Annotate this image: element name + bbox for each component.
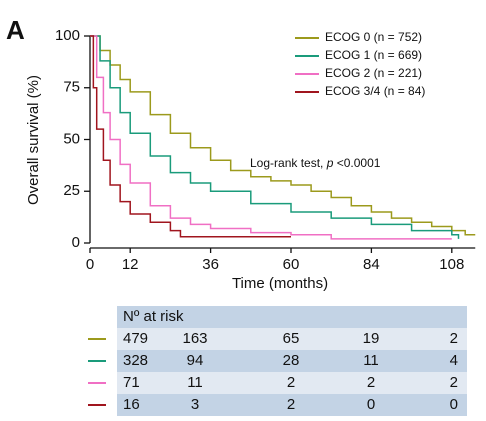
legend-label: ECOG 0 (n = 752) [325, 30, 422, 44]
x-tick-label: 108 [439, 256, 464, 273]
y-tick-label: 100 [55, 27, 80, 44]
table-cell: 94 [187, 352, 204, 369]
x-tick-label: 84 [363, 256, 380, 273]
table-cell: 163 [182, 330, 207, 347]
y-tick-label: 75 [63, 79, 80, 96]
survival-curve [90, 35, 452, 240]
table-row-bg [117, 394, 467, 416]
y-tick-label: 25 [63, 182, 80, 199]
x-axis-label: Time (months) [232, 275, 328, 292]
annotation-text: <0.0001 [333, 156, 380, 170]
table-cell: 19 [363, 330, 380, 347]
table-cell: 2 [367, 374, 375, 391]
table-row-bg [117, 372, 467, 394]
table-row-bg [117, 350, 467, 372]
legend-label: ECOG 1 (n = 669) [325, 48, 422, 62]
annotation-text: p [326, 156, 334, 170]
table-cell: 0 [367, 396, 375, 413]
table-cell: 2 [287, 396, 295, 413]
annotation-text: Log-rank test, [250, 156, 327, 170]
legend-label: ECOG 2 (n = 221) [325, 66, 422, 80]
table-header-bg [117, 306, 467, 328]
survival-curve [90, 35, 476, 236]
survival-curve [90, 35, 291, 238]
table-cell: 11 [363, 352, 379, 369]
table-cell: 4 [450, 352, 458, 369]
table-cell: 0 [450, 396, 458, 413]
y-axis-label: Overall survival (%) [25, 75, 42, 205]
table-cell: 71 [123, 374, 140, 391]
table-cell: 2 [450, 374, 458, 391]
table-cell: 16 [123, 396, 140, 413]
table-cell: 2 [287, 374, 295, 391]
table-row-bg [117, 328, 467, 350]
x-tick-label: 60 [283, 256, 300, 273]
y-tick-label: 0 [72, 234, 80, 251]
x-tick-label: 12 [122, 256, 139, 273]
table-title: Nº at risk [123, 308, 184, 325]
y-tick-label: 50 [63, 130, 80, 147]
table-cell: 11 [187, 374, 203, 391]
table-cell: 328 [123, 352, 148, 369]
survival-curve [90, 35, 460, 239]
table-cell: 479 [123, 330, 148, 347]
table-cell: 28 [283, 352, 300, 369]
x-tick-label: 36 [202, 256, 219, 273]
table-cell: 3 [191, 396, 199, 413]
annotation: Log-rank test, p <0.0001 [250, 156, 381, 170]
legend-label: ECOG 3/4 (n = 84) [325, 84, 425, 98]
table-cell: 2 [450, 330, 458, 347]
x-tick-label: 0 [86, 256, 94, 273]
table-cell: 65 [283, 330, 300, 347]
panel-label: A [6, 15, 25, 45]
